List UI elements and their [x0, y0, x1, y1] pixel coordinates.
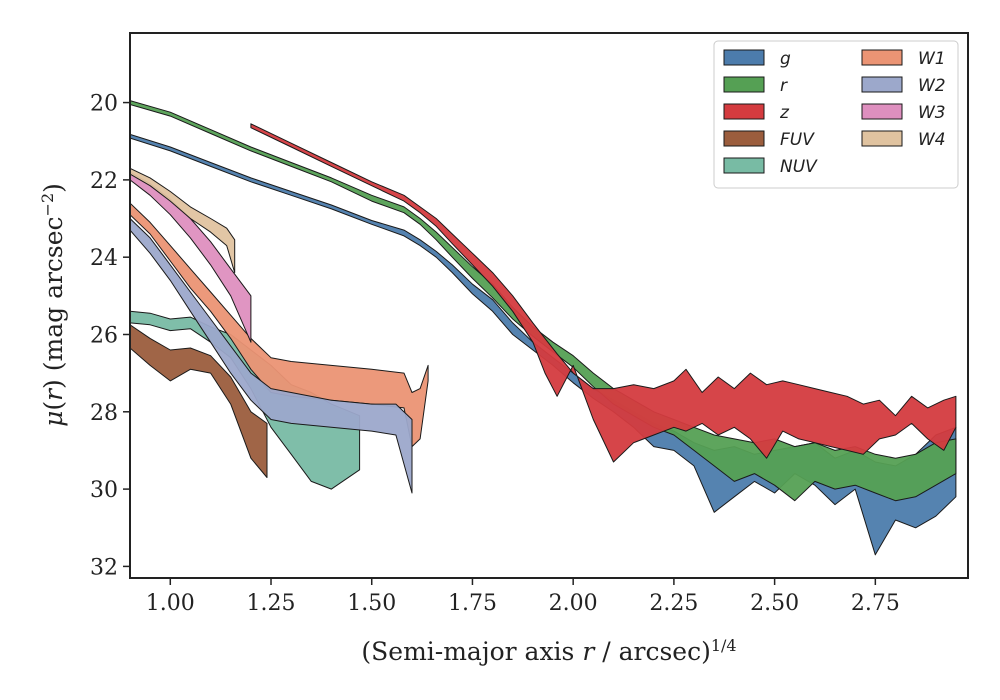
y-axis-label: μ(r) (mag arcsec−2) [38, 183, 68, 427]
legend-label-w1: W1 [918, 49, 946, 69]
legend-label-w4: W4 [918, 130, 946, 150]
x-tick-label: 1.50 [347, 591, 396, 616]
y-tick-label: 24 [90, 246, 118, 271]
y-tick-label: 20 [90, 92, 118, 117]
x-tick-label: 2.50 [750, 591, 799, 616]
x-tick-label: 2.25 [649, 591, 698, 616]
x-tick-label: 1.75 [448, 591, 497, 616]
y-tick-label: 22 [90, 169, 118, 194]
series-layer [130, 100, 957, 556]
legend-label-nuv: NUV [780, 157, 818, 177]
legend-label-z: z [779, 103, 790, 123]
x-tick-label: 1.00 [146, 591, 195, 616]
legend-swatch-w2 [861, 76, 903, 93]
y-tick-label: 30 [90, 478, 118, 503]
band-z [250, 123, 957, 463]
legend-swatch-r [723, 76, 765, 93]
band-g [130, 133, 957, 556]
legend-swatch-nuv [723, 157, 765, 174]
legend-swatch-w1 [861, 49, 903, 66]
x-tick-label: 2.00 [549, 591, 598, 616]
y-tick-label: 28 [90, 401, 118, 426]
y-tick-label: 26 [90, 323, 118, 348]
x-axis-ticks: 1.00 1.25 1.50 1.75 2.00 2.25 2.50 2.75 [146, 578, 900, 616]
legend-label-r: r [780, 76, 788, 96]
legend-label-fuv: FUV [780, 130, 815, 150]
y-axis-ticks: 20 22 24 26 28 30 32 [90, 92, 130, 580]
x-tick-label: 1.25 [247, 591, 296, 616]
plot-frame [129, 32, 969, 579]
band-w2 [130, 218, 413, 494]
legend: grz FUV NUV W1 W2 W3 W4 [713, 40, 959, 189]
legend-swatch-fuv [723, 130, 765, 147]
x-axis-label: (Semi-major axis r / arcsec)1/4 [361, 636, 736, 666]
legend-label-g: g [780, 49, 791, 69]
legend-swatch-z [723, 103, 765, 120]
y-tick-label: 32 [90, 555, 118, 580]
band-w4 [130, 167, 236, 274]
legend-swatch-w4 [861, 130, 903, 147]
legend-swatch-g [723, 49, 765, 66]
legend-swatch-w3 [861, 103, 903, 120]
legend-label-w3: W3 [918, 103, 946, 123]
band-w1 [130, 202, 429, 448]
legend-label-w2: W2 [918, 76, 946, 96]
x-tick-label: 2.75 [851, 591, 900, 616]
band-fuv [130, 324, 268, 478]
